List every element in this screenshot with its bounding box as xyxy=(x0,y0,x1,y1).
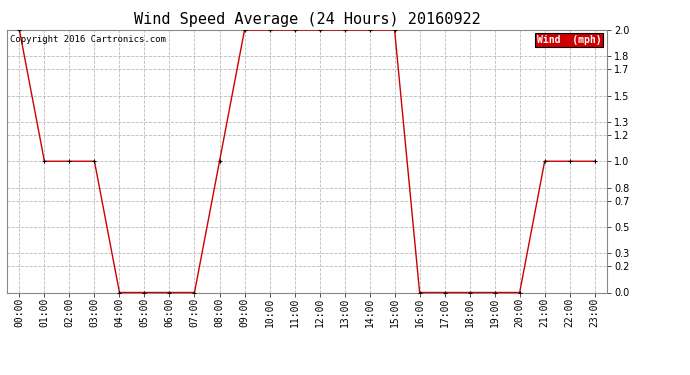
Title: Wind Speed Average (24 Hours) 20160922: Wind Speed Average (24 Hours) 20160922 xyxy=(134,12,480,27)
Text: Copyright 2016 Cartronics.com: Copyright 2016 Cartronics.com xyxy=(10,35,166,44)
Text: Wind  (mph): Wind (mph) xyxy=(537,35,601,45)
